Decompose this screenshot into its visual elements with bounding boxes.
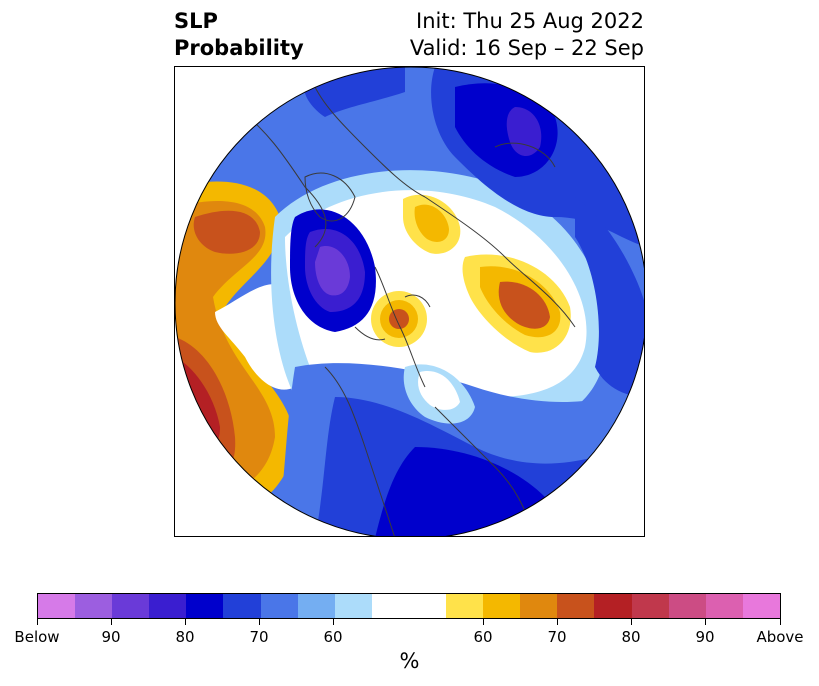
colorbar-swatch	[668, 594, 706, 618]
colorbar-tick	[705, 619, 706, 625]
colorbar-tick	[259, 619, 260, 625]
colorbar-tick-label: 90	[695, 628, 715, 646]
colorbar-swatch	[520, 594, 558, 618]
colorbar-swatch	[631, 594, 669, 618]
colorbar	[37, 593, 781, 619]
colorbar-tick	[37, 619, 38, 625]
colorbar-tick-label: 80	[621, 628, 641, 646]
colorbar-swatch	[297, 594, 335, 618]
colorbar-swatch	[260, 594, 298, 618]
colorbar-swatch	[446, 594, 484, 618]
colorbar-tick	[483, 619, 484, 625]
title-metric: Probability	[174, 36, 304, 60]
map-panel	[174, 66, 645, 537]
colorbar-swatch	[112, 594, 150, 618]
colorbar-tick	[111, 619, 112, 625]
colorbar-ticks: Below 90 80 70 60 60 70 80 90 Above	[14, 619, 804, 646]
colorbar-tick-label: 80	[175, 628, 195, 646]
colorbar-swatch	[223, 594, 261, 618]
colorbar-tick-label: 60	[473, 628, 493, 646]
colorbar-swatch	[557, 594, 595, 618]
colorbar-swatch	[371, 594, 447, 618]
colorbar-tick-label: Below	[14, 628, 60, 646]
colorbar-swatch	[742, 594, 780, 618]
colorbar-tick	[631, 619, 632, 625]
probability-field	[175, 67, 644, 536]
colorbar-swatch	[38, 594, 76, 618]
colorbar-tick	[780, 619, 781, 625]
colorbar-swatch	[705, 594, 743, 618]
colorbar-tick-label: 60	[323, 628, 343, 646]
colorbar-tick-label: Above	[756, 628, 804, 646]
title-right: Init: Thu 25 Aug 2022 Valid: 16 Sep – 22…	[410, 8, 644, 62]
colorbar-tick	[557, 619, 558, 625]
colorbar-tick-label: 70	[249, 628, 269, 646]
colorbar-swatch	[594, 594, 632, 618]
colorbar-tick	[185, 619, 186, 625]
valid-range: Valid: 16 Sep – 22 Sep	[409, 36, 644, 60]
init-date: Init: Thu 25 Aug 2022	[416, 9, 644, 33]
colorbar-tick-label: 70	[547, 628, 567, 646]
title-left: SLP Probability	[174, 8, 304, 62]
title-variable: SLP	[174, 9, 218, 33]
colorbar-unit-label: %	[399, 649, 420, 673]
colorbar-swatch	[186, 594, 224, 618]
colorbar-swatch	[75, 594, 113, 618]
colorbar-tick-label: 90	[101, 628, 121, 646]
colorbar-swatch	[483, 594, 521, 618]
colorbar-swatch	[149, 594, 187, 618]
polar-map	[175, 67, 644, 536]
colorbar-swatch	[334, 594, 372, 618]
colorbar-tick	[333, 619, 334, 625]
